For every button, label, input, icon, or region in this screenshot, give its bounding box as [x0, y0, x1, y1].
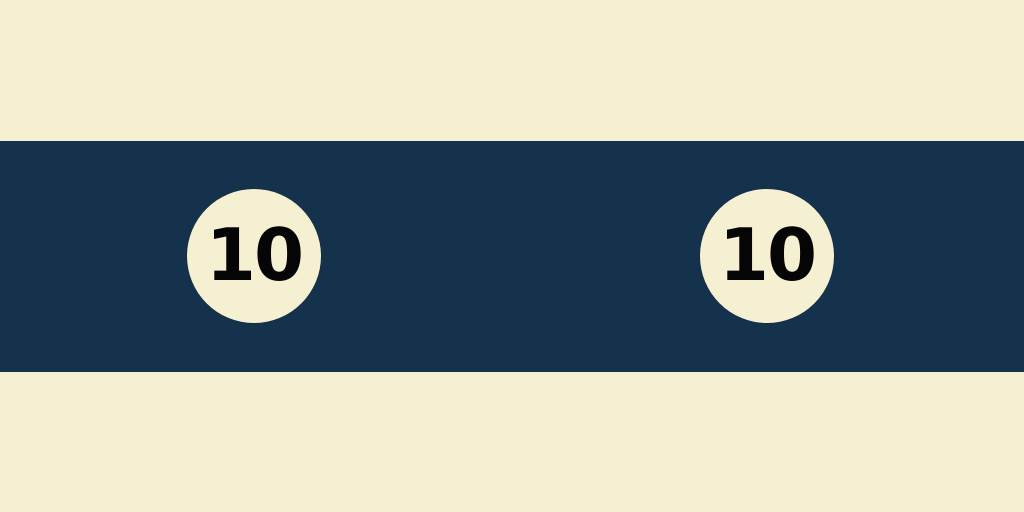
right-number-token: 10: [700, 189, 834, 323]
right-token-number: 10: [718, 213, 817, 297]
dark-band: [0, 141, 1024, 372]
left-number-token: 10: [187, 189, 321, 323]
left-token-number: 10: [205, 213, 304, 297]
